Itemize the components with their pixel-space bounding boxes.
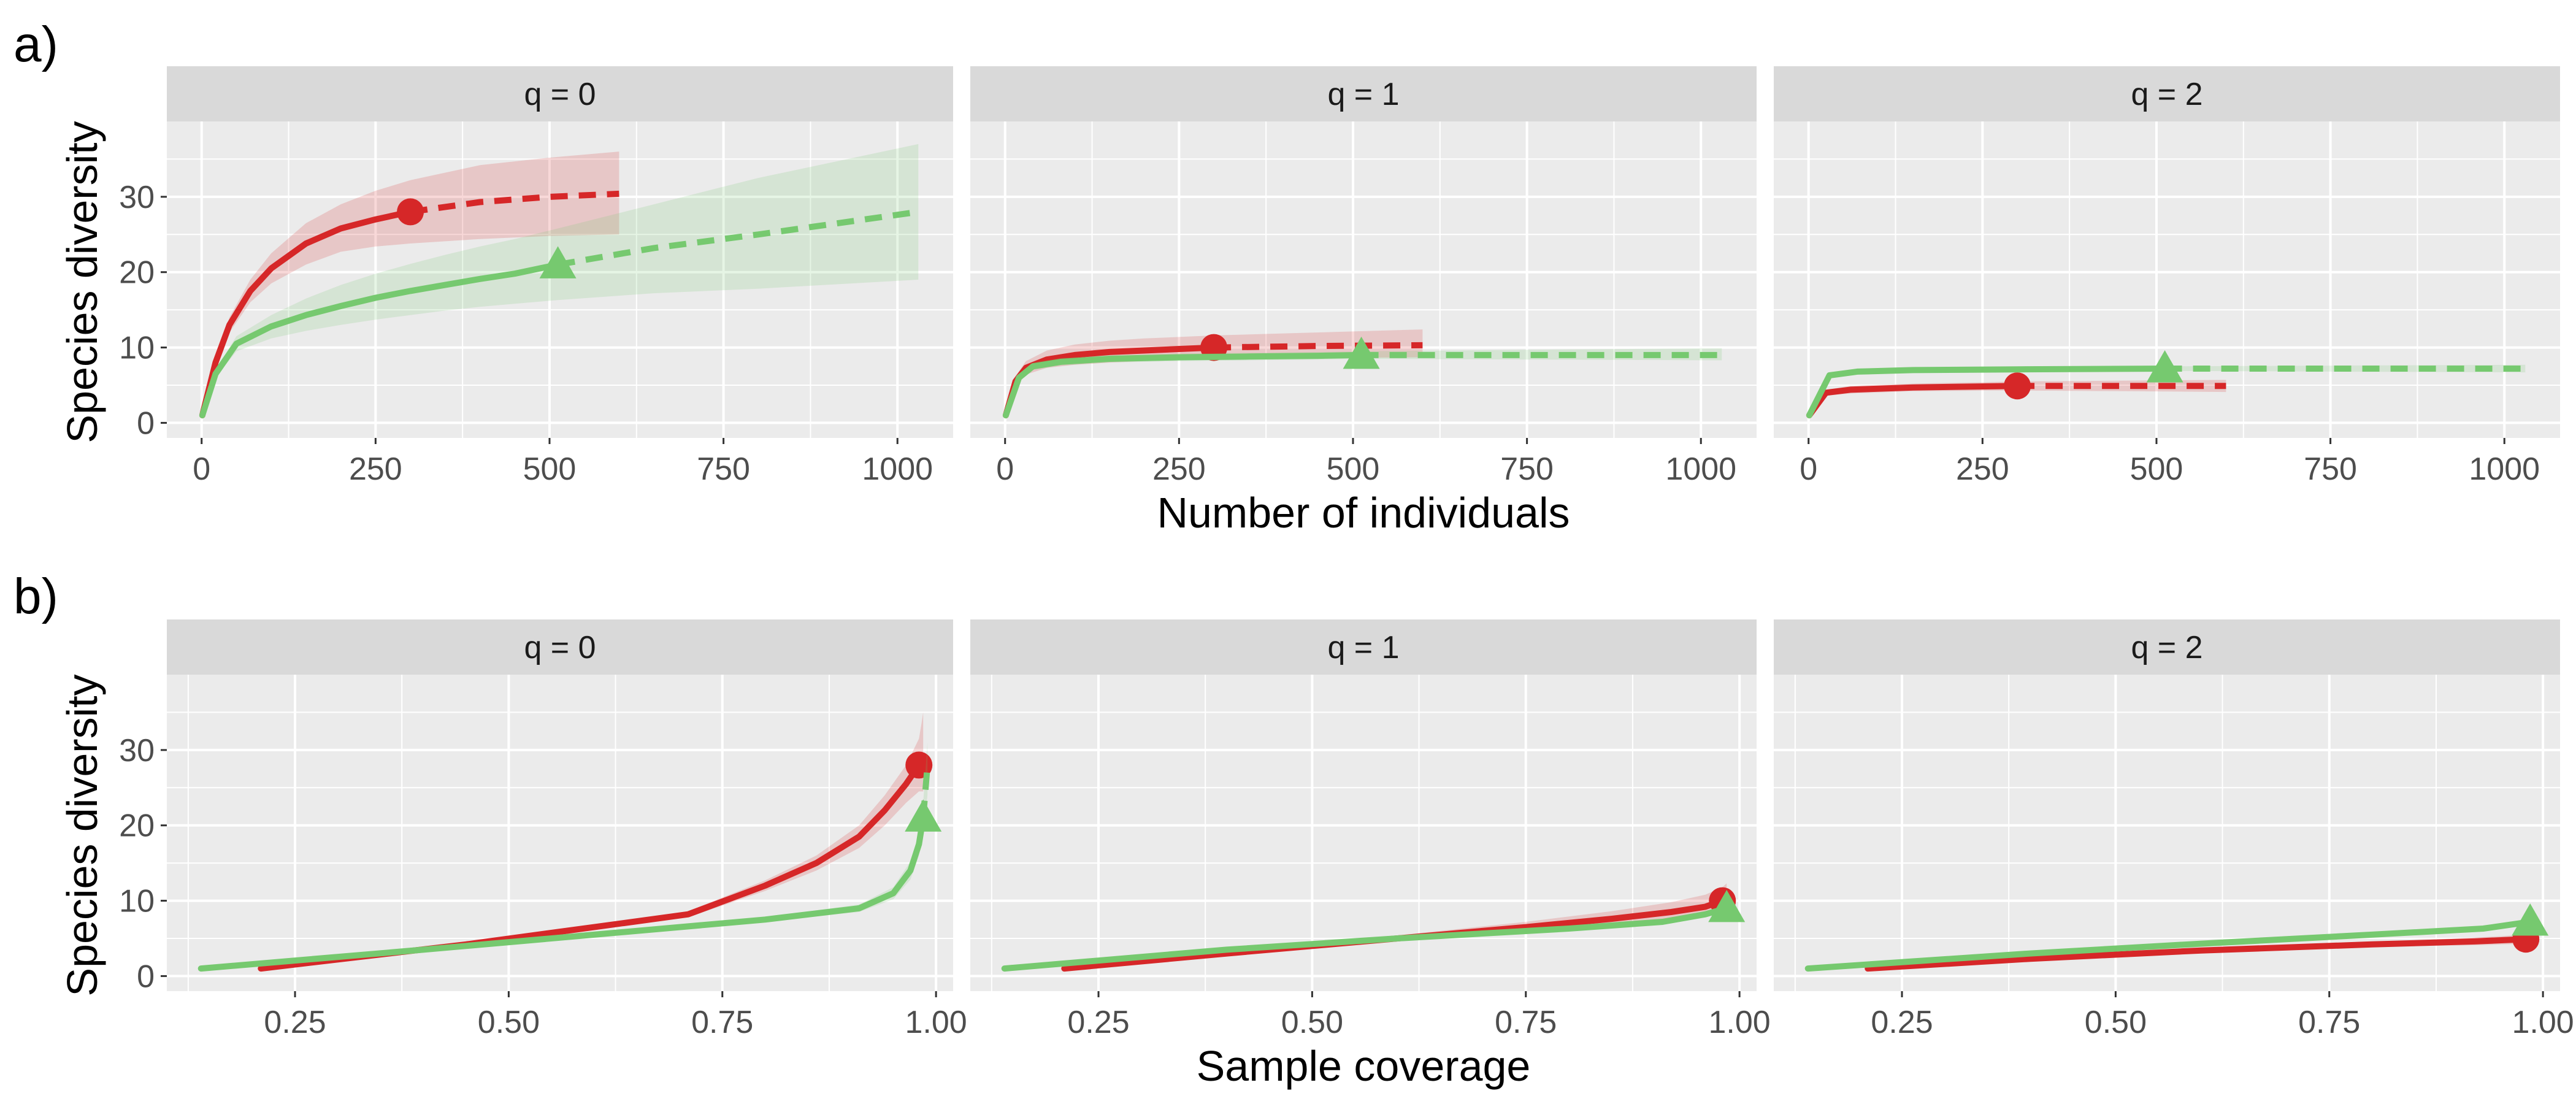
y-tick-label: 10 [119,884,155,919]
facet-strip [970,66,1757,121]
red-extrapolated-line [410,190,619,215]
facet-a-3: q = 2 0 250 500 750 1000 [1774,66,2560,487]
green-interpolated-line [1001,905,1730,972]
red-interpolated-line [258,762,922,972]
y-tick-label: 30 [119,180,155,215]
x-tick-label: 0.50 [1281,1005,1343,1040]
x-tick-label: 500 [523,451,577,487]
green-observed-point [1708,889,1746,922]
facet-strip [167,619,953,675]
facet-strip [970,619,1757,675]
x-tick-label: 0.25 [1871,1005,1933,1040]
x-tick-label: 0 [193,451,210,487]
y-axis-title-a: Species diversity [58,121,106,443]
y-tick-label: 20 [119,808,155,844]
red-interpolated-line [1061,897,1726,972]
x-tick-label: 0.50 [478,1005,540,1040]
red-extrapolated-line [1214,342,1423,351]
x-tick-label: 750 [2304,451,2357,487]
green-extrapolated-line [557,209,919,268]
facet-strip-label: q = 0 [524,77,596,112]
x-axis-title-b: Sample coverage [1197,1042,1531,1090]
x-tick-label: 0 [996,451,1014,487]
red-confidence-band [202,151,619,416]
red-observed-point [905,751,933,779]
y-tick-label: 0 [137,959,155,994]
x-tick-label: 250 [349,451,402,487]
x-tick-label: 500 [2130,451,2183,487]
green-interpolated-line [199,261,561,419]
x-tick-label: 1000 [2469,451,2540,487]
red-observed-point [397,198,424,226]
y-tick-label: 30 [119,733,155,769]
green-observed-point [1343,336,1380,369]
x-tick-label: 0.75 [1495,1005,1557,1040]
y-tick-label: 10 [119,331,155,366]
facet-strip-label: q = 2 [2131,630,2202,665]
x-tick-label: 0.50 [2085,1005,2147,1040]
facet-strip-label: q = 2 [2131,77,2202,112]
red-interpolated-line [1806,383,2021,419]
x-tick-label: 1.00 [905,1005,967,1040]
x-tick-label: 1.00 [2512,1005,2574,1040]
y-axis-title-b: Species diversity [58,674,106,996]
green-interpolated-line [197,815,927,972]
green-observed-point [2512,903,2549,936]
facet-strip [167,66,953,121]
x-tick-label: 0.25 [264,1005,326,1040]
x-tick-label: 1.00 [1709,1005,1771,1040]
red-interpolated-line [1865,936,2529,972]
plot-background [970,121,1757,438]
x-tick-label: 0 [1800,451,1817,487]
facet-strip-label: q = 0 [524,630,596,665]
red-interpolated-line [199,209,414,419]
green-observed-point [2146,350,2183,383]
panel-label-a: a) [13,17,58,72]
plot-background [167,675,953,991]
x-tick-label: 0.25 [1067,1005,1129,1040]
facet-strip-label: q = 1 [1327,630,1399,665]
green-confidence-band [202,144,919,416]
facet-b-3: q = 2 0.25 0.50 0.75 1.00 [1774,619,2574,1040]
green-observed-point [539,246,577,278]
panel-label-b: b) [13,569,58,624]
x-tick-label: 750 [697,451,750,487]
x-tick-label: 0.75 [691,1005,753,1040]
facet-strip [1774,619,2560,675]
x-tick-label: 500 [1327,451,1380,487]
x-tick-label: 250 [1152,451,1206,487]
facet-a-1: q = 0 0 250 500 750 1000 0 10 20 30 [119,66,953,487]
green-interpolated-line [1806,366,2168,419]
x-tick-label: 1000 [1665,451,1736,487]
red-observed-point [2004,372,2031,400]
facet-strip-label: q = 1 [1327,77,1399,112]
facet-strip [1774,66,2560,121]
facet-b-1: q = 0 0.25 0.50 0.75 1.00 0 10 20 30 [119,619,967,1040]
facet-b-2: q = 1 0.25 0.50 0.75 1.00 [970,619,1771,1040]
x-tick-label: 1000 [862,451,933,487]
x-tick-label: 750 [1500,451,1554,487]
green-interpolated-line [1804,919,2534,972]
x-tick-label: 250 [1956,451,2009,487]
x-axis-title-a: Number of individuals [1157,489,1570,537]
green-observed-point [905,799,942,832]
green-interpolated-line [1002,351,1365,419]
x-tick-label: 0.75 [2298,1005,2360,1040]
facet-a-2: q = 1 0 250 500 750 1000 [970,66,1757,487]
y-tick-label: 20 [119,255,155,291]
y-tick-label: 0 [137,405,155,441]
